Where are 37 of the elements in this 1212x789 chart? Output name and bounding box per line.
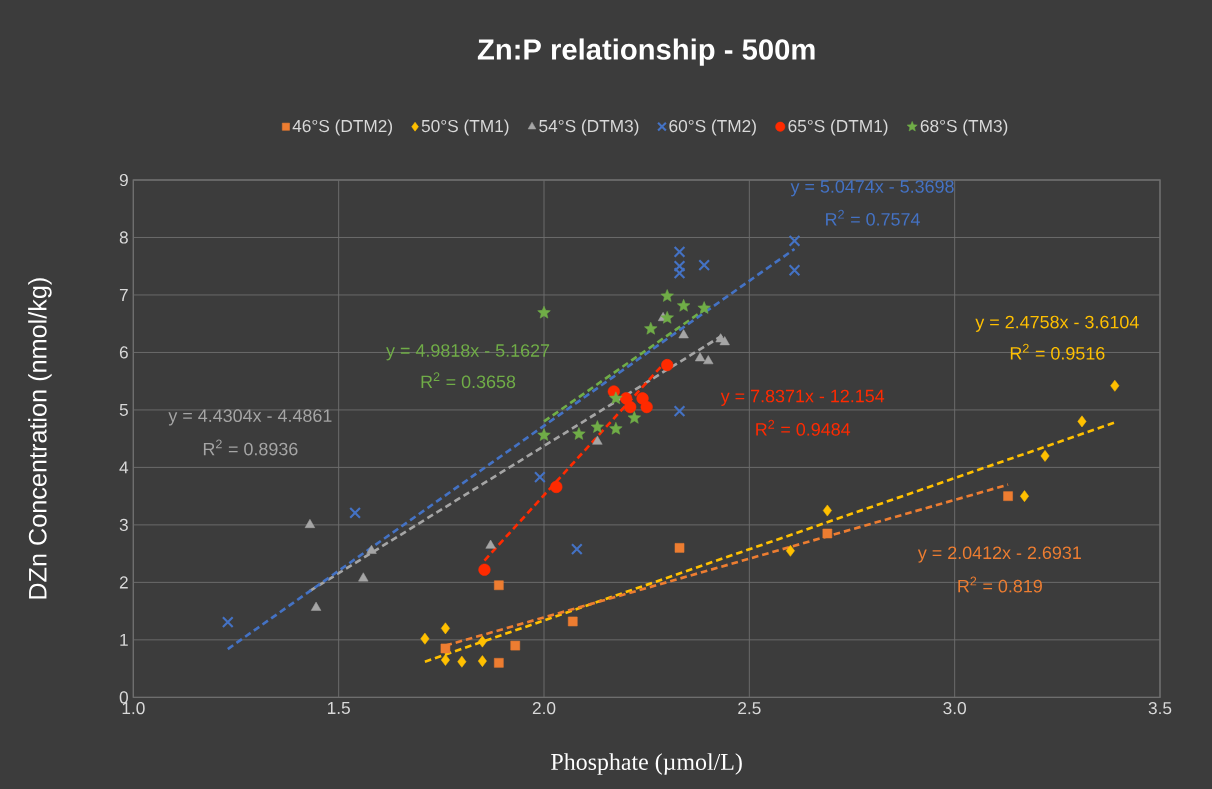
annotation: R$^{2}$ = 0.8936 — [203, 439, 298, 456]
annotation: y = 4.4304x - 4.4861 — [168, 409, 332, 426]
y-tick-label: 5 — [119, 403, 128, 416]
y-tick-label: 2 — [119, 576, 128, 589]
annotation: R$^{2}$ = 0.9484 — [756, 419, 851, 436]
annotation: R$^{2}$ = 0.819 — [958, 576, 1042, 593]
y-tick-label: 8 — [119, 231, 128, 244]
y-tick-label: 6 — [119, 346, 128, 359]
legend-label: 46°S (DTM2) — [292, 119, 393, 136]
y-tick-label: 9 — [119, 173, 128, 186]
annotation: y = 7.8371x - 12.154 — [720, 389, 885, 406]
annotation: y = 2.4758x - 3.6104 — [975, 315, 1139, 332]
legend-label: 65°S (DTM1) — [788, 119, 888, 136]
annotation: y = 5.0474x - 5.3698 — [790, 180, 954, 197]
annotation: y = 2.0412x - 2.6931 — [917, 546, 1081, 563]
y-axis-title: DZn Concentration (nmol/kg) — [28, 278, 52, 599]
y-tick-label: 0 — [119, 691, 128, 704]
y-tick-label: 7 — [119, 288, 128, 301]
x-tick-label: 1.0 — [122, 701, 145, 715]
x-tick-label: 2.0 — [532, 701, 556, 715]
y-tick-label: 1 — [120, 633, 128, 646]
x-tick-label: 1.5 — [327, 701, 350, 714]
annotation: R$^{2}$ = 0.9516 — [1010, 343, 1105, 360]
y-tick-label: 4 — [119, 461, 129, 474]
x-axis-title: Phosphate (µmol/L) — [551, 752, 742, 775]
y-tick-label: 3 — [119, 518, 128, 531]
chart-title: Zn:P relationship - 500m — [477, 38, 815, 66]
x-tick-label: 3.0 — [943, 701, 967, 715]
annotation: y = 4.9818x - 5.1627 — [386, 343, 550, 361]
legend-label: 54°S (DTM3) — [539, 119, 639, 136]
legend-label: 60°S (TM2) — [669, 119, 756, 136]
x-tick-label: 2.5 — [738, 701, 761, 715]
legend-label: 68°S (TM3) — [920, 119, 1008, 136]
annotation: R$^{2}$ = 0.7574 — [826, 209, 920, 226]
annotation: R$^{2}$ = 0.3658 — [421, 372, 516, 388]
legend-label: 50°S (TM1) — [421, 119, 509, 136]
x-tick-label: 3.5 — [1148, 701, 1172, 715]
